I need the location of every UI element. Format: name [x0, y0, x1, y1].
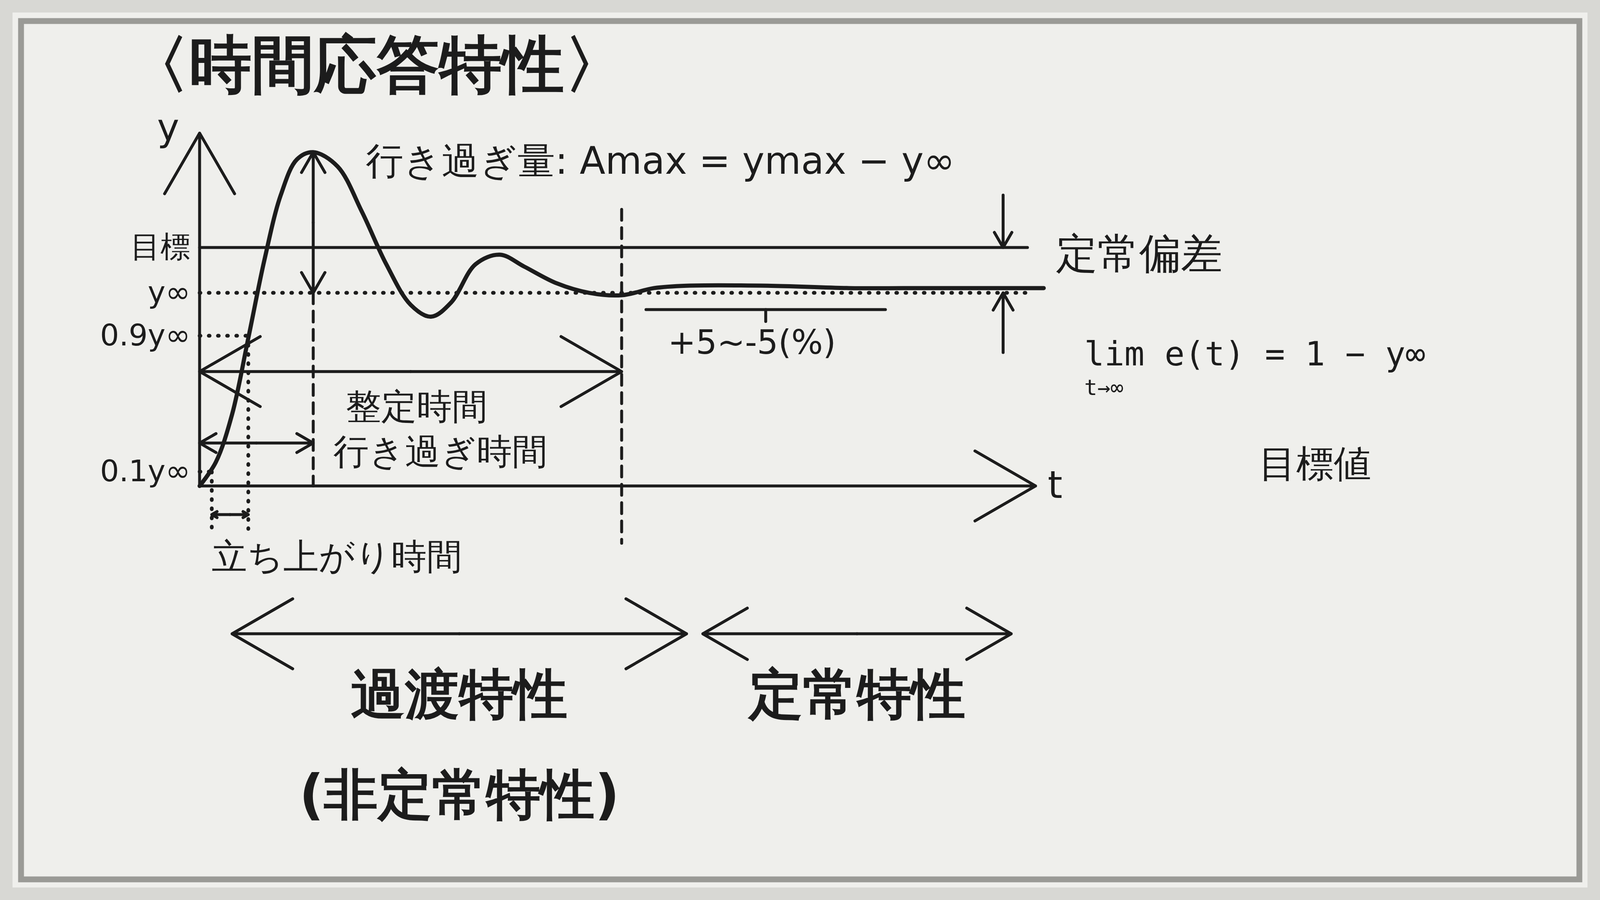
svg-text:lim: lim	[1084, 334, 1145, 374]
svg-text:行き過ぎ量: Amax = ymax − y∞: 行き過ぎ量: Amax = ymax − y∞	[365, 138, 955, 183]
svg-text:(非定常特性): (非定常特性)	[299, 762, 620, 827]
svg-text:t: t	[1047, 462, 1063, 507]
svg-text:目標: 目標	[130, 229, 191, 265]
svg-text:y: y	[157, 105, 180, 150]
svg-text:1: 1	[1305, 334, 1325, 374]
svg-text:立ち上がり時間: 立ち上がり時間	[211, 535, 463, 578]
svg-text:定常偏差: 定常偏差	[1055, 229, 1223, 278]
svg-text:y∞: y∞	[147, 274, 191, 310]
svg-text:〈時間応答特性〉: 〈時間応答特性〉	[126, 28, 627, 101]
svg-text:t→∞: t→∞	[1084, 375, 1124, 400]
svg-text:0.1y∞: 0.1y∞	[100, 453, 191, 489]
svg-text:目標値: 目標値	[1258, 441, 1372, 486]
svg-text:行き過ぎ時間: 行き過ぎ時間	[333, 430, 548, 473]
svg-text:e(t) =: e(t) =	[1164, 334, 1285, 374]
svg-text:過渡特性: 過渡特性	[350, 662, 568, 726]
svg-text:0.9y∞: 0.9y∞	[100, 317, 191, 353]
svg-text:整定時間: 整定時間	[345, 385, 488, 428]
svg-text:− y∞: − y∞	[1345, 334, 1426, 374]
svg-text:定常特性: 定常特性	[747, 662, 966, 726]
svg-text:+5~-5(%): +5~-5(%)	[667, 322, 836, 362]
